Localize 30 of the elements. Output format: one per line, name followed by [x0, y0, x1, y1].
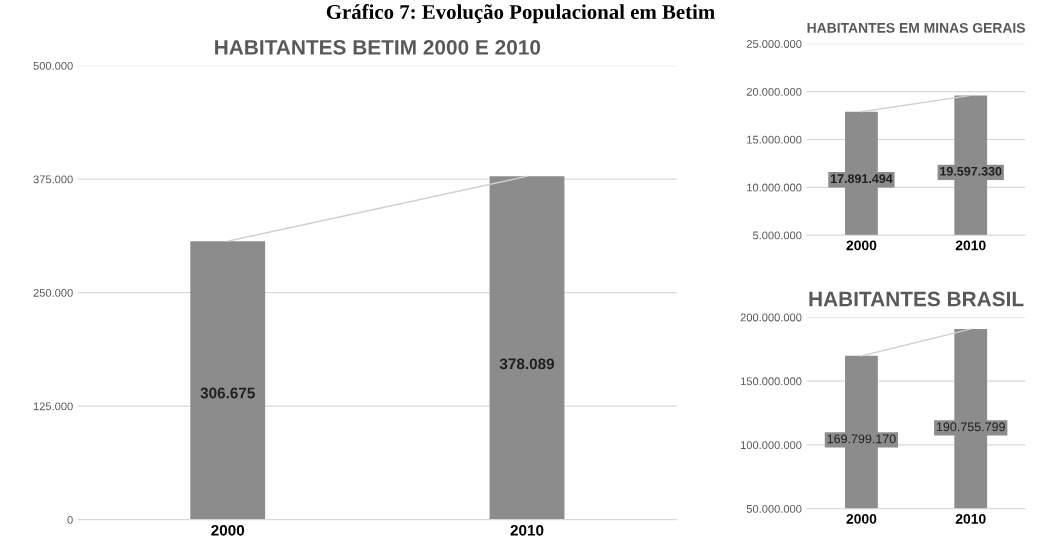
y-tick-label: 375.000 [33, 175, 73, 184]
x-tick-label: 2010 [955, 240, 986, 251]
y-tick-label: 125.000 [33, 402, 73, 411]
data-label: 169.799.170 [827, 434, 896, 444]
y-tick-label: 100.000.000 [740, 441, 802, 450]
y-tick-label: 0 [67, 515, 73, 524]
x-tick-label: 2010 [955, 513, 986, 524]
y-tick-label: 20.000.000 [746, 87, 802, 96]
x-tick-label: 2000 [846, 513, 877, 524]
y-tick-label: 250.000 [33, 288, 73, 297]
chart-title: HABITANTES BETIM 2000 E 2010 [215, 39, 541, 55]
data-label: 190.755.799 [936, 422, 1005, 432]
y-tick-label: 15.000.000 [747, 135, 802, 144]
y-tick-label: 25.000.000 [746, 40, 802, 48]
chart-title: HABITANTES BRASIL [809, 291, 1024, 307]
x-tick-label: 2010 [510, 524, 544, 536]
text: Gráfico 7: Evolução Populacional em Betim [326, 4, 715, 24]
y-tick-label: 5.000.000 [752, 231, 802, 240]
data-label: 378.089 [499, 358, 555, 370]
y-tick-label: 200.000.000 [740, 313, 802, 322]
data-label: 306.675 [200, 387, 255, 399]
chart-title: HABITANTES EM MINAS GERAIS [807, 22, 1025, 33]
data-label: 19.597.330 [940, 166, 1002, 176]
y-tick-label: 500.000 [33, 61, 73, 70]
y-tick-label: 10.000.000 [747, 183, 802, 192]
y-tick-label: 150.000.000 [740, 377, 802, 386]
data-label: 17.891.494 [830, 174, 893, 184]
y-tick-label: 50.000.000 [746, 504, 802, 513]
x-tick-label: 2000 [846, 240, 877, 251]
x-tick-label: 2000 [211, 524, 245, 536]
